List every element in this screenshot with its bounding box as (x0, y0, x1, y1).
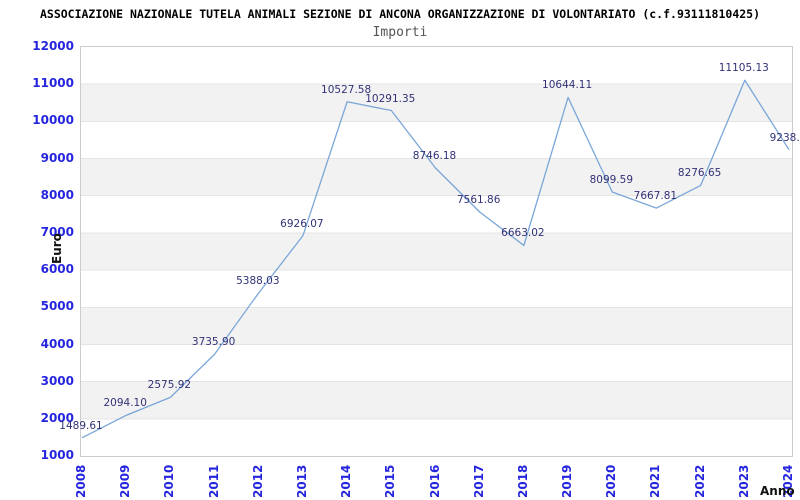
x-tick-label: 2011 (206, 464, 221, 498)
y-tick-label: 10000 (32, 113, 74, 128)
plot-band (81, 195, 792, 233)
y-tick-label: 6000 (40, 262, 74, 277)
y-axis-title: Euro (50, 233, 64, 264)
x-tick-label: 2014 (339, 464, 354, 498)
value-label: 1489.61 (59, 419, 103, 432)
y-tick-label: 7000 (40, 224, 74, 239)
plot-band (81, 232, 792, 271)
plot-band (81, 47, 792, 85)
x-axis-title: Anno (760, 484, 795, 498)
x-tick-label: 2009 (118, 464, 133, 498)
x-tick-label: 2021 (648, 464, 663, 498)
x-tick-label: 2018 (515, 464, 530, 498)
value-label: 8746.18 (412, 150, 457, 162)
y-tick-label: 12000 (32, 39, 74, 53)
value-label: 7561.86 (456, 194, 501, 206)
line-plot-canvas (81, 47, 792, 456)
value-label: 8276.65 (677, 167, 722, 180)
plot-area (80, 46, 793, 457)
y-tick-label: 9000 (40, 150, 74, 165)
plot-band (81, 344, 792, 382)
value-label: 2094.10 (103, 397, 147, 410)
x-tick-label: 2022 (692, 464, 707, 498)
y-tick-label: 3000 (40, 373, 74, 388)
x-tick-label: 2023 (736, 464, 751, 498)
plot-band (81, 158, 792, 196)
chart-title: ASSOCIAZIONE NAZIONALE TUTELA ANIMALI SE… (39, 7, 761, 21)
x-tick-label: 2016 (427, 464, 442, 498)
value-label: 7667.81 (633, 190, 678, 203)
data-line (81, 79, 790, 439)
value-label: 10291.35 (365, 92, 416, 105)
x-tick-label: 2012 (250, 464, 265, 498)
plot-band (81, 121, 792, 159)
y-tick-label: 5000 (40, 299, 74, 314)
value-label: 11105.13 (718, 62, 769, 75)
plot-band (81, 270, 792, 308)
y-tick-label: 8000 (40, 187, 74, 202)
value-label: 10527.58 (321, 83, 372, 96)
value-label: 2575.92 (147, 379, 192, 392)
y-tick-label: 2000 (40, 410, 74, 425)
value-label: 5388.03 (236, 274, 280, 287)
plot-band (81, 418, 792, 456)
x-tick-label: 2019 (560, 464, 575, 498)
chart-subtitle: Importi (372, 25, 428, 40)
x-tick-label: 2010 (162, 464, 177, 498)
plot-band (81, 307, 792, 345)
x-tick-label: 2008 (74, 464, 88, 498)
value-label: 9238.8 (769, 131, 800, 144)
plot-band (81, 84, 792, 122)
value-label: 6663.02 (501, 227, 545, 240)
y-tick-label: 11000 (32, 76, 74, 91)
x-tick-label: 2013 (294, 464, 309, 498)
value-label: 10644.11 (542, 79, 593, 92)
plot-band (81, 381, 792, 419)
x-tick-label: 2015 (383, 464, 398, 498)
x-tick-label: 2020 (604, 464, 619, 498)
x-tick-label: 2017 (471, 464, 486, 498)
value-label: 6926.07 (280, 217, 324, 230)
y-tick-label: 1000 (40, 448, 74, 462)
value-label: 8099.59 (589, 174, 634, 186)
y-tick-label: 4000 (40, 336, 74, 351)
value-label: 3735.90 (191, 336, 236, 349)
